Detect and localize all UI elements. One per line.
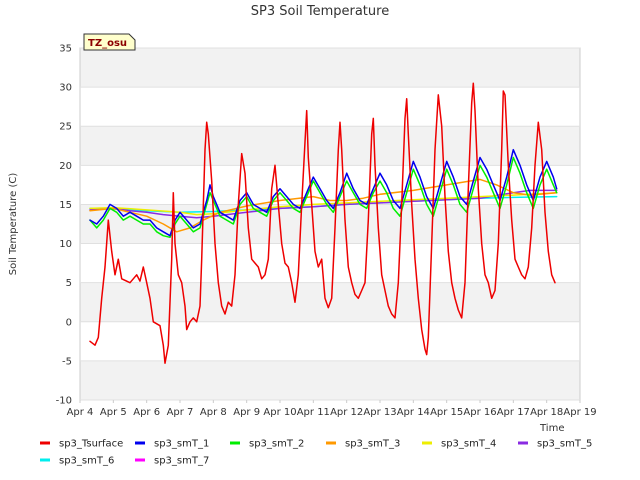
x-tick-label: Apr 9 xyxy=(233,407,260,418)
x-tick-label: Apr 5 xyxy=(100,407,127,418)
y-tick-label: -10 xyxy=(56,396,72,407)
x-tick-label: Apr 16 xyxy=(463,407,496,418)
legend-label-sp3_smT_6: sp3_smT_6 xyxy=(59,456,114,467)
series-line-sp3_smT_1 xyxy=(89,148,558,237)
y-tick-label: 30 xyxy=(59,83,72,94)
x-tick-label: Apr 12 xyxy=(330,407,363,418)
y-tick-label: -5 xyxy=(62,356,72,367)
series-line-sp3_Tsurface xyxy=(89,82,556,364)
x-tick-label: Apr 8 xyxy=(200,407,227,418)
x-tick-label: Apr 17 xyxy=(497,407,530,418)
y-axis-ticks: -10 -5 0 5 10 15 20 25 30 35 xyxy=(56,44,72,407)
background-band xyxy=(80,360,580,400)
legend-label-sp3_smT_3: sp3_smT_3 xyxy=(345,439,400,450)
x-tick-label: Apr 15 xyxy=(430,407,463,418)
timezone-badge: TZ_osu xyxy=(83,33,136,51)
y-tick-label: 20 xyxy=(59,161,72,172)
legend-label-sp3_smT_7: sp3_smT_7 xyxy=(154,456,209,467)
background-band xyxy=(80,126,580,166)
x-tick-label: Apr 4 xyxy=(67,407,94,418)
legend-label-sp3_smT_2: sp3_smT_2 xyxy=(249,439,304,450)
legend: sp3_Tsurface sp3_smT_1 sp3_smT_2 sp3_smT_3 s… xyxy=(40,439,592,467)
timezone-badge-box xyxy=(83,33,136,51)
y-tick-label: 5 xyxy=(66,278,72,289)
timezone-badge-label: TZ_osu xyxy=(88,38,127,49)
x-tick-label: Apr 7 xyxy=(167,407,194,418)
x-tick-label: Apr 13 xyxy=(363,407,396,418)
x-axis-ticks: Apr 4 Apr 5 Apr 6 Apr 7 Apr 8 Apr 9 Apr 10 Apr … xyxy=(67,400,597,418)
y-tick-label: 10 xyxy=(59,239,72,250)
y-tick-label: 25 xyxy=(59,122,72,133)
legend-label-sp3_Tsurface: sp3_Tsurface xyxy=(59,439,123,450)
x-tick-label: Apr 14 xyxy=(397,407,430,418)
x-tick-label: Apr 18 xyxy=(530,407,563,418)
x-tick-label: Apr 19 xyxy=(563,407,596,418)
y-tick-label: 15 xyxy=(59,200,72,211)
legend-label-sp3_smT_4: sp3_smT_4 xyxy=(441,439,496,450)
x-tick-label: Apr 11 xyxy=(297,407,330,418)
series-line-sp3_smT_5 xyxy=(89,189,558,219)
x-axis-label: Time xyxy=(539,423,564,434)
series-line-sp3_smT_2 xyxy=(89,156,558,239)
legend-label-sp3_smT_1: sp3_smT_1 xyxy=(154,439,209,450)
chart-title: SP3 Soil Temperature xyxy=(251,4,389,19)
legend-label-sp3_smT_5: sp3_smT_5 xyxy=(537,439,592,450)
y-tick-label: 0 xyxy=(66,317,72,328)
y-tick-label: 35 xyxy=(59,44,72,55)
series-layer xyxy=(89,82,558,364)
x-tick-label: Apr 10 xyxy=(263,407,296,418)
series-line-sp3_smT_3 xyxy=(89,178,558,233)
background-band xyxy=(80,48,580,88)
y-axis-label: Soil Temperature (C) xyxy=(8,173,19,276)
x-tick-label: Apr 6 xyxy=(133,407,160,418)
